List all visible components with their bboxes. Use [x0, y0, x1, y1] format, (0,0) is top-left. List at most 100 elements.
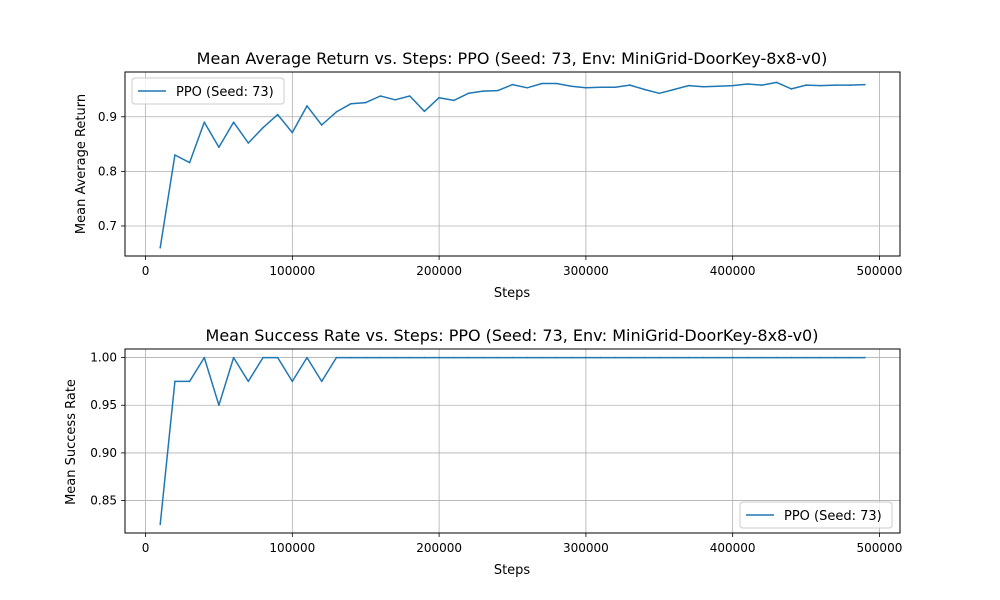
legend: PPO (Seed: 73) [739, 501, 893, 529]
data-point [320, 380, 323, 383]
data-point [453, 356, 455, 359]
data-point [834, 356, 837, 359]
data-point [218, 404, 220, 407]
x-tick-label: 100000 [269, 541, 315, 555]
data-point [599, 356, 602, 359]
y-tick-label: 0.7 [98, 219, 117, 233]
x-tick-label: 100000 [269, 264, 315, 278]
data-point [497, 356, 499, 359]
data-point [687, 356, 690, 359]
data-point [247, 142, 250, 144]
legend-label: PPO (Seed: 73) [176, 85, 274, 100]
data-point [335, 111, 338, 113]
data-point [717, 356, 719, 359]
series [159, 356, 866, 526]
data-point [761, 356, 763, 359]
data-point [746, 83, 749, 85]
data-point [746, 356, 749, 359]
data-point [849, 84, 851, 86]
y-tick-label: 0.85 [90, 494, 117, 508]
data-point [570, 85, 572, 87]
data-point [658, 92, 661, 95]
data-point [629, 84, 631, 86]
x-tick-label: 200000 [416, 264, 462, 278]
data-point [775, 81, 778, 84]
data-point [717, 85, 719, 87]
data-point [687, 84, 690, 87]
data-point [790, 88, 793, 90]
data-point [291, 380, 294, 383]
data-point [849, 356, 851, 359]
y-tick-label: 0.8 [98, 164, 117, 178]
data-point [394, 356, 396, 359]
axes-frame [124, 71, 901, 257]
x-tick-label: 300000 [563, 264, 609, 278]
data-point [453, 99, 455, 102]
data-point [174, 154, 176, 156]
x-tick-label: 500000 [857, 541, 903, 555]
axes-frame [124, 348, 901, 534]
data-point [864, 83, 866, 86]
data-point [614, 356, 616, 359]
legend-box [131, 77, 285, 105]
x-tick-label: 300000 [563, 541, 609, 555]
data-point [761, 84, 763, 86]
data-point [702, 85, 705, 88]
data-point [467, 356, 470, 359]
data-point [335, 356, 338, 359]
data-point [673, 356, 675, 359]
ticks: 0 100000 200000 300000 400000 500000 0.7 0.8 0.9 [98, 110, 902, 278]
data-point [585, 87, 587, 89]
data-point [174, 380, 176, 383]
data-point [350, 102, 352, 105]
data-point [203, 356, 206, 359]
chart-title: Mean Success Rate vs. Steps: PPO (Seed: … [206, 326, 819, 345]
data-point [276, 356, 279, 359]
data-point [203, 121, 206, 123]
grid [125, 72, 900, 256]
x-axis-label: Steps [494, 286, 531, 301]
data-point [232, 356, 235, 359]
data-point [805, 84, 807, 86]
data-point [320, 124, 323, 126]
data-point [218, 146, 220, 149]
data-point [438, 96, 440, 99]
data-point [350, 356, 352, 359]
data-point [526, 356, 528, 359]
data-point [643, 356, 646, 359]
data-point [790, 356, 793, 359]
data-point [555, 356, 558, 359]
data-point [541, 82, 543, 85]
data-point [247, 380, 250, 383]
data-point [291, 131, 294, 134]
return-subplot: Mean Average Return vs. Steps: PPO (Seed… [74, 49, 902, 301]
chart-title: Mean Average Return vs. Steps: PPO (Seed… [197, 49, 828, 68]
data-point [731, 356, 734, 359]
data-point [188, 161, 191, 164]
data-point [423, 356, 426, 359]
data-point [614, 86, 616, 89]
data-point [409, 356, 411, 359]
data-point [188, 380, 191, 383]
y-tick-label: 0.95 [90, 398, 117, 412]
data-point [585, 356, 587, 359]
data-point [306, 105, 308, 107]
data-point [409, 95, 411, 97]
data-point [526, 87, 528, 89]
data-point [306, 356, 308, 359]
data-point [482, 90, 484, 92]
data-point [805, 356, 807, 359]
data-point [541, 356, 543, 359]
data-point [570, 356, 572, 359]
data-point [599, 86, 602, 89]
legend: PPO (Seed: 73) [131, 77, 285, 105]
data-point [394, 99, 396, 101]
data-point [658, 356, 661, 359]
data-point [423, 110, 426, 113]
y-axis-label: Mean Average Return [74, 94, 89, 234]
data-point [511, 356, 514, 359]
data-point [731, 84, 734, 87]
data-point [834, 84, 837, 86]
x-tick-label: 0 [142, 541, 150, 555]
